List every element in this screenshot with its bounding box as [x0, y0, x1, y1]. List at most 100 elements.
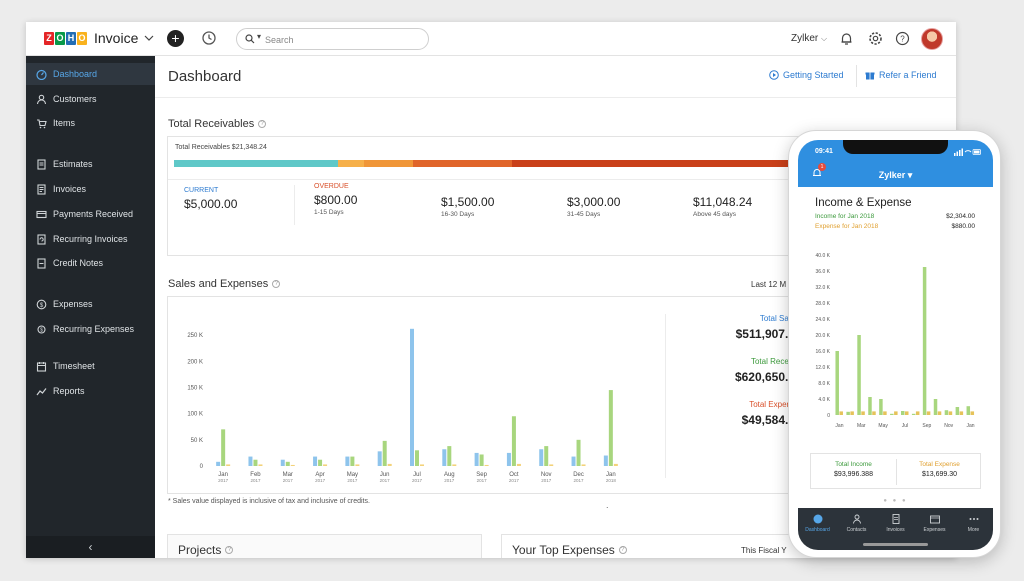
sales-bar[interactable]: [226, 464, 231, 466]
sales-bar[interactable]: [323, 464, 328, 466]
sales-bar[interactable]: [355, 464, 360, 466]
getting-started-link[interactable]: Getting Started: [769, 70, 844, 80]
income-expense-bar[interactable]: [894, 411, 898, 415]
sidebar-item-customers[interactable]: Customers: [26, 88, 155, 110]
sales-bar[interactable]: [549, 464, 554, 466]
sidebar-item-recurring-invoices[interactable]: Recurring Invoices: [26, 228, 155, 250]
income-expense-bar[interactable]: [944, 410, 949, 415]
bell-icon[interactable]: [839, 31, 854, 46]
income-expense-bar[interactable]: [922, 267, 927, 415]
sidebar-collapse-button[interactable]: ‹: [26, 536, 155, 558]
income-expense-bar[interactable]: [915, 411, 920, 415]
receivables-bar-segment[interactable]: [337, 160, 365, 167]
income-expense-bar[interactable]: [901, 411, 905, 415]
income-expense-bar[interactable]: [861, 411, 865, 415]
sales-bar[interactable]: [377, 451, 382, 466]
sales-bar[interactable]: [285, 461, 290, 466]
receivables-current[interactable]: CURRENT $5,000.00: [184, 187, 237, 211]
sales-bar[interactable]: [313, 456, 318, 466]
sidebar-item-estimates[interactable]: Estimates: [26, 153, 155, 175]
income-expense-bar[interactable]: [835, 351, 839, 415]
sales-bar[interactable]: [479, 454, 484, 466]
fiscal-period-selector[interactable]: This Fiscal Y: [741, 546, 787, 555]
sales-bar[interactable]: [603, 455, 608, 466]
search-box[interactable]: ▾: [236, 28, 429, 50]
income-expense-bar[interactable]: [879, 399, 883, 415]
sales-bar[interactable]: [608, 390, 613, 466]
sales-bar[interactable]: [382, 440, 387, 466]
help-icon[interactable]: ?: [258, 120, 267, 128]
sales-bar[interactable]: [415, 450, 419, 466]
help-icon[interactable]: ?: [225, 546, 234, 554]
sales-bar[interactable]: [216, 461, 221, 466]
gear-icon[interactable]: [868, 31, 883, 46]
sidebar-item-payments-received[interactable]: Payments Received: [26, 203, 155, 225]
sidebar-item-dashboard[interactable]: Dashboard: [26, 63, 155, 85]
refer-friend-link[interactable]: Refer a Friend: [865, 70, 937, 80]
phone-tab-more[interactable]: More: [954, 508, 993, 550]
sidebar-item-invoices[interactable]: Invoices: [26, 178, 155, 200]
phone-tab-dashboard[interactable]: Dashboard: [798, 508, 837, 550]
receivables-overdue-1-15[interactable]: OVERDUE $800.00 1-15 Days: [314, 183, 357, 216]
sidebar-item-reports[interactable]: Reports: [26, 380, 155, 402]
income-expense-bar[interactable]: [868, 397, 872, 415]
sales-bar[interactable]: [350, 456, 355, 466]
income-expense-bar[interactable]: [959, 411, 964, 415]
sales-bar[interactable]: [511, 416, 516, 466]
sales-bar[interactable]: [613, 463, 618, 466]
sales-bar[interactable]: [452, 464, 457, 466]
income-expense-bar[interactable]: [850, 411, 854, 415]
sales-bar[interactable]: [420, 464, 424, 466]
income-expense-bar[interactable]: [937, 411, 942, 415]
search-filter-caret-icon[interactable]: ▾: [257, 32, 262, 41]
help-icon[interactable]: ?: [272, 280, 281, 288]
income-expense-bar[interactable]: [911, 413, 916, 415]
income-expense-bar[interactable]: [857, 335, 861, 415]
phone-tab-expenses[interactable]: Expenses: [915, 508, 954, 550]
phone-total-expense[interactable]: Total Expense $13,699.30: [897, 454, 982, 490]
sales-bar[interactable]: [345, 456, 350, 466]
income-expense-bar[interactable]: [846, 411, 850, 415]
sales-bar[interactable]: [581, 464, 586, 466]
sidebar-item-expenses[interactable]: $ Expenses: [26, 293, 155, 315]
sidebar-item-credit-notes[interactable]: Credit Notes: [26, 252, 155, 274]
sidebar-item-recurring-expenses[interactable]: $ Recurring Expenses: [26, 318, 155, 340]
sidebar-item-timesheet[interactable]: Timesheet: [26, 355, 155, 377]
phone-total-income[interactable]: Total Income $93,996.388: [811, 454, 896, 490]
bell-icon[interactable]: [811, 167, 823, 179]
sales-bar[interactable]: [221, 429, 226, 466]
quick-create-button[interactable]: +: [167, 30, 184, 47]
sales-bar[interactable]: [410, 328, 414, 466]
sales-bar[interactable]: [280, 459, 285, 466]
search-input[interactable]: [265, 32, 415, 47]
income-expense-bar[interactable]: [883, 411, 887, 415]
income-expense-bar[interactable]: [966, 406, 971, 415]
sales-bar[interactable]: [447, 446, 452, 466]
period-selector[interactable]: Last 12 M: [751, 280, 787, 289]
sales-bar[interactable]: [474, 452, 479, 466]
receivables-bar-segment[interactable]: [364, 160, 414, 167]
phone-org-switcher[interactable]: Zylker ▾: [878, 170, 913, 180]
sales-bar[interactable]: [544, 446, 549, 466]
sales-bar[interactable]: [387, 463, 392, 466]
income-expense-bar[interactable]: [839, 411, 843, 415]
brand-switcher[interactable]: Z O H O Invoice: [44, 30, 154, 46]
income-expense-bar[interactable]: [926, 411, 931, 415]
phone-page-dots[interactable]: ● ● ●: [883, 498, 908, 504]
receivables-bar-segment[interactable]: [413, 160, 512, 167]
receivables-overdue-31-45[interactable]: $3,000.00 31-45 Days: [567, 192, 620, 218]
sales-bar[interactable]: [318, 459, 323, 466]
sales-bar[interactable]: [253, 459, 258, 466]
sales-bar[interactable]: [506, 452, 511, 466]
sales-bar[interactable]: [576, 439, 581, 466]
income-expense-bar[interactable]: [948, 411, 953, 415]
income-expense-bar[interactable]: [905, 411, 909, 415]
org-switcher[interactable]: Zylker ⌵: [791, 33, 828, 44]
receivables-bar-segment[interactable]: [511, 160, 874, 167]
sales-bar[interactable]: [516, 463, 521, 466]
sales-bar[interactable]: [484, 464, 489, 466]
income-expense-bar[interactable]: [970, 411, 975, 415]
income-expense-bar[interactable]: [890, 413, 894, 415]
phone-tab-contacts[interactable]: Contacts: [837, 508, 876, 550]
phone-tab-invoices[interactable]: Invoices: [876, 508, 915, 550]
